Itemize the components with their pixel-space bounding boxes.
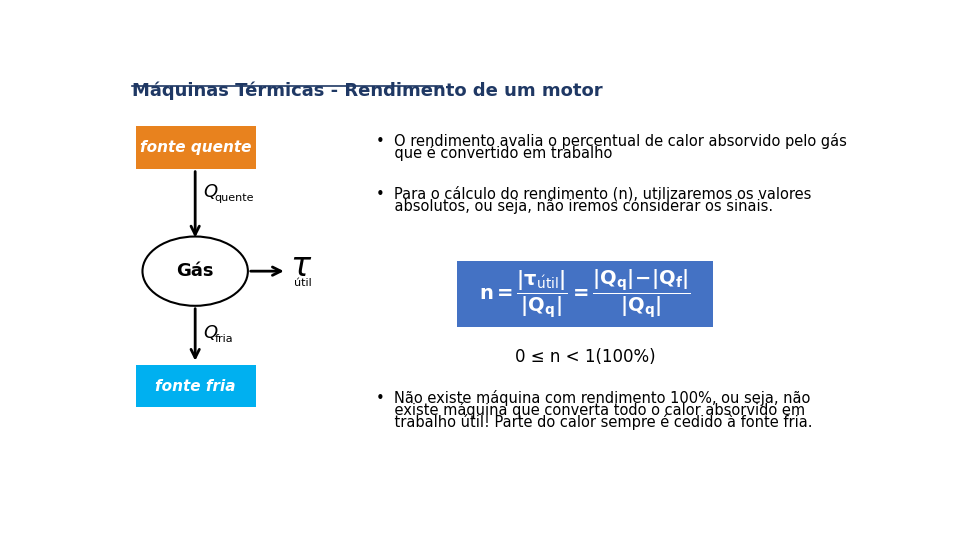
Text: $Q$: $Q$ <box>203 183 218 201</box>
Text: •  O rendimento avalia o percentual de calor absorvido pelo gás: • O rendimento avalia o percentual de ca… <box>375 132 847 149</box>
Text: fonte fria: fonte fria <box>156 379 236 394</box>
Text: quente: quente <box>214 193 254 203</box>
Text: útil: útil <box>295 279 312 288</box>
Text: fonte quente: fonte quente <box>140 140 252 155</box>
Text: Gás: Gás <box>177 262 214 280</box>
Text: Máquinas Térmicas - Rendimento de um motor: Máquinas Térmicas - Rendimento de um mot… <box>132 82 602 100</box>
Text: •  Para o cálculo do rendimento (n), utilizaremos os valores: • Para o cálculo do rendimento (n), util… <box>375 186 811 202</box>
Text: existe máquina que converta todo o calor absorvido em: existe máquina que converta todo o calor… <box>375 402 804 418</box>
FancyBboxPatch shape <box>135 126 255 168</box>
Text: trabalho útil! Parte do calor sempre é cedido à fonte fria.: trabalho útil! Parte do calor sempre é c… <box>375 414 812 430</box>
Text: $\mathbf{n = \dfrac{|\tau_{\mathrm{\acute{u}til}}|}{|Q_q|} = \dfrac{|Q_q|\!-\!|Q: $\mathbf{n = \dfrac{|\tau_{\mathrm{\acut… <box>479 267 691 320</box>
FancyBboxPatch shape <box>135 365 255 408</box>
Text: $Q$: $Q$ <box>203 323 218 342</box>
Text: fria: fria <box>214 334 233 344</box>
Text: 0 ≤ n < 1(100%): 0 ≤ n < 1(100%) <box>515 348 656 366</box>
Text: que é convertido em trabalho: que é convertido em trabalho <box>375 145 612 161</box>
Text: absolutos, ou seja, não iremos considerar os sinais.: absolutos, ou seja, não iremos considera… <box>375 199 773 214</box>
FancyBboxPatch shape <box>457 261 713 327</box>
Text: $\tau$: $\tau$ <box>290 250 312 283</box>
Text: •  Não existe máquina com rendimento 100%, ou seja, não: • Não existe máquina com rendimento 100%… <box>375 390 810 406</box>
Ellipse shape <box>142 237 248 306</box>
